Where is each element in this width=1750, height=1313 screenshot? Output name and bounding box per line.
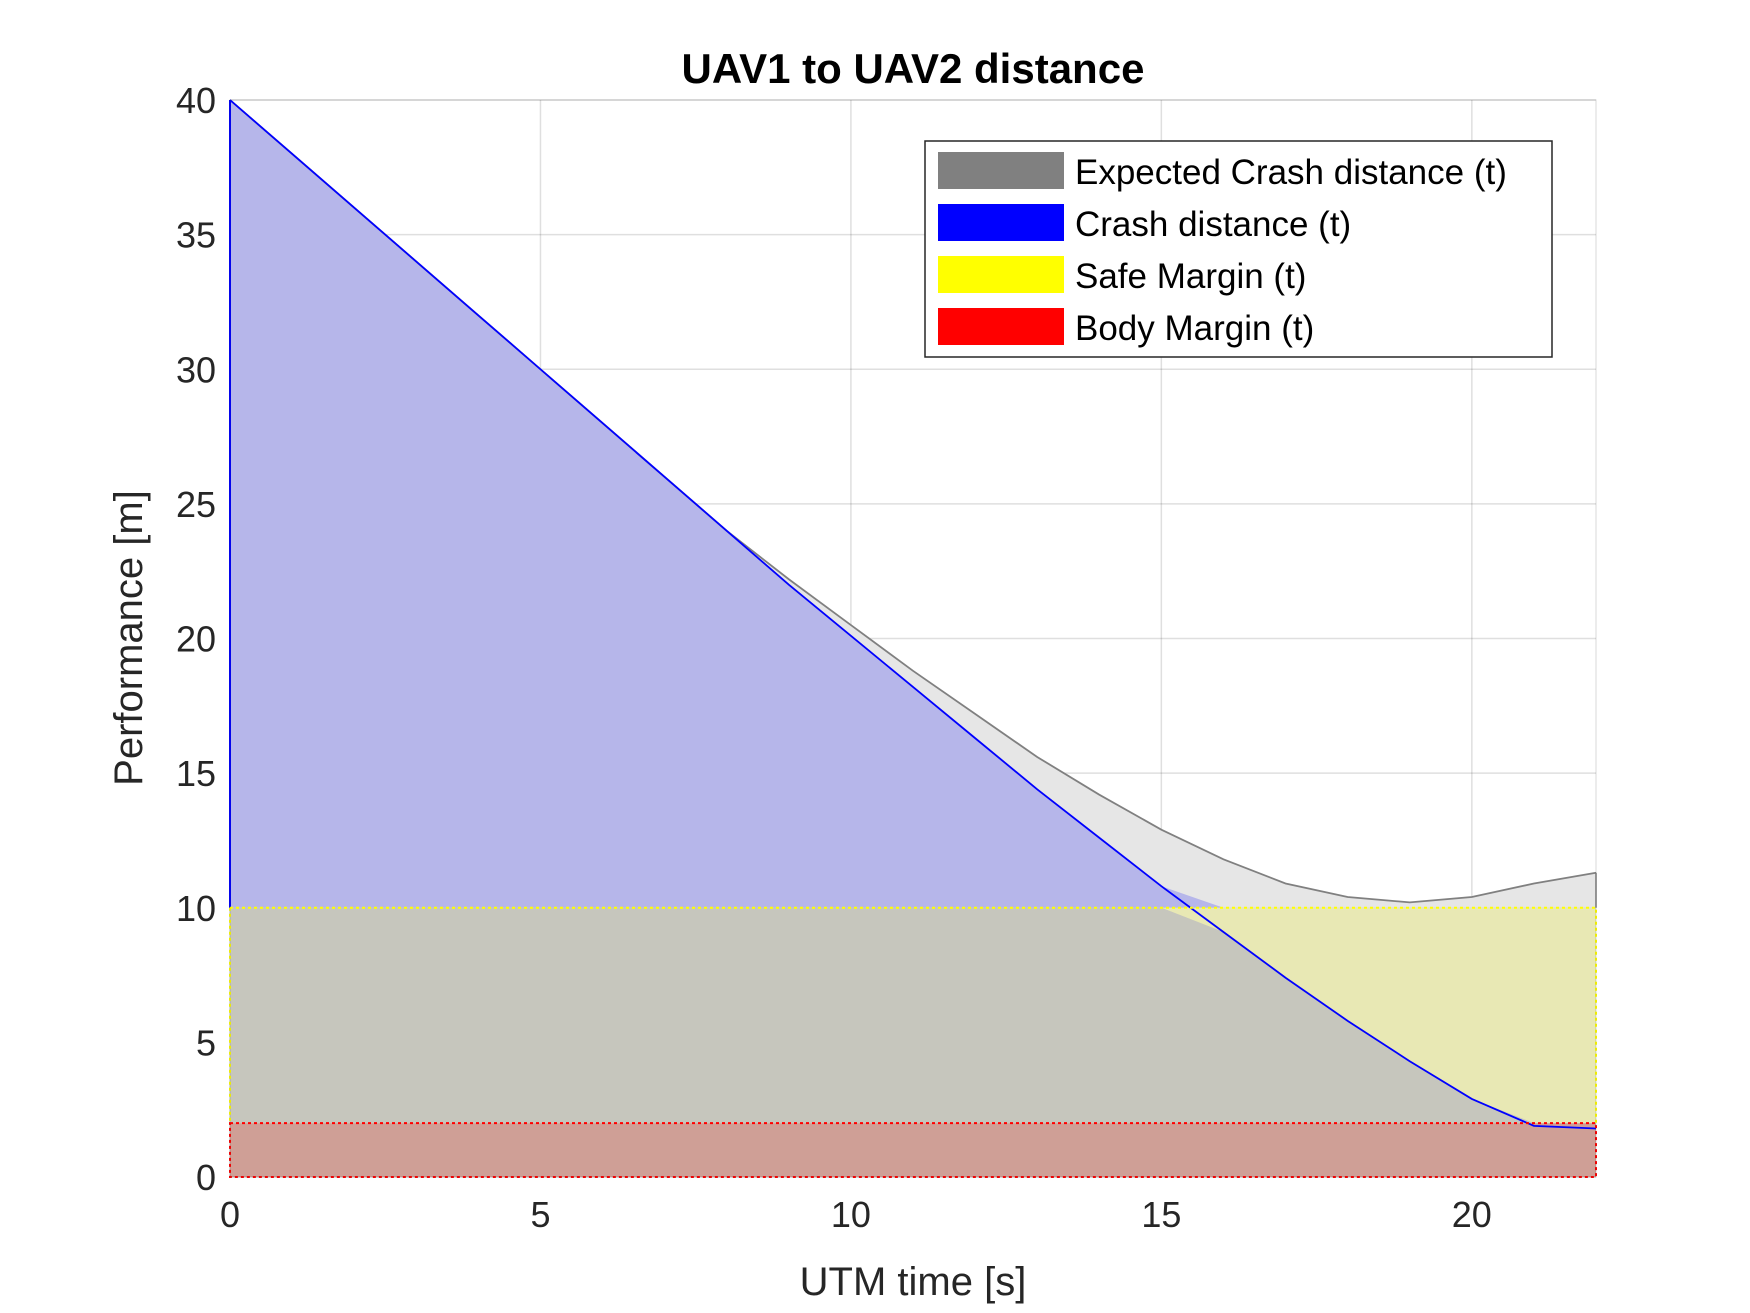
y-tick-label: 15 [176, 753, 216, 794]
x-tick-label: 15 [1141, 1194, 1181, 1235]
legend: Expected Crash distance (t) Crash distan… [924, 140, 1553, 358]
legend-label-safe-margin: Safe Margin (t) [1075, 257, 1306, 296]
x-tick-label: 10 [831, 1194, 871, 1235]
legend-entry-body-margin: Body Margin (t) [938, 308, 1314, 348]
y-tick-label: 20 [176, 619, 216, 660]
line-body-margin [229, 1122, 1597, 1178]
x-tick-label: 0 [220, 1194, 240, 1235]
y-tick-label: 40 [176, 80, 216, 121]
chart-title: UAV1 to UAV2 distance [682, 45, 1145, 92]
y-tick-label: 35 [176, 215, 216, 256]
area-fills [230, 100, 1596, 1177]
y-tick-label: 10 [176, 888, 216, 929]
x-axis-ticks: 0 5 10 15 20 [220, 1194, 1492, 1235]
legend-label-body-margin: Body Margin (t) [1075, 309, 1314, 348]
area-under-crash-in-safe [230, 907, 1596, 1124]
legend-swatch-safe-margin [938, 256, 1064, 293]
legend-swatch-crash-distance [938, 204, 1064, 241]
y-axis-label: Performance [m] [107, 490, 151, 786]
y-tick-label: 5 [196, 1022, 216, 1063]
series-lines [229, 99, 1597, 1178]
y-tick-label: 25 [176, 484, 216, 525]
legend-swatch-expected-crash-distance [938, 152, 1064, 189]
line-crash-distance [229, 99, 1597, 1130]
legend-entry-safe-margin: Safe Margin (t) [938, 256, 1306, 296]
y-axis-ticks: 0 5 10 15 20 25 30 35 40 [176, 80, 216, 1198]
x-tick-label: 20 [1452, 1194, 1492, 1235]
y-tick-label: 30 [176, 349, 216, 390]
x-axis-label: UTM time [s] [800, 1260, 1027, 1304]
area-safe-margin-wedge [230, 907, 1596, 1124]
x-tick-label: 5 [530, 1194, 550, 1235]
area-body-margin [230, 1123, 1596, 1177]
legend-entry-crash-distance: Crash distance (t) [938, 204, 1351, 244]
legend-label-crash-distance: Crash distance (t) [1075, 205, 1351, 244]
legend-entry-expected-crash-distance: Expected Crash distance (t) [938, 152, 1507, 192]
plot-area-border [229, 99, 1597, 1178]
y-tick-label: 0 [196, 1157, 216, 1198]
legend-swatch-body-margin [938, 308, 1064, 345]
legend-label-expected-crash-distance: Expected Crash distance (t) [1075, 153, 1507, 192]
area-crash-distance [230, 100, 1596, 908]
